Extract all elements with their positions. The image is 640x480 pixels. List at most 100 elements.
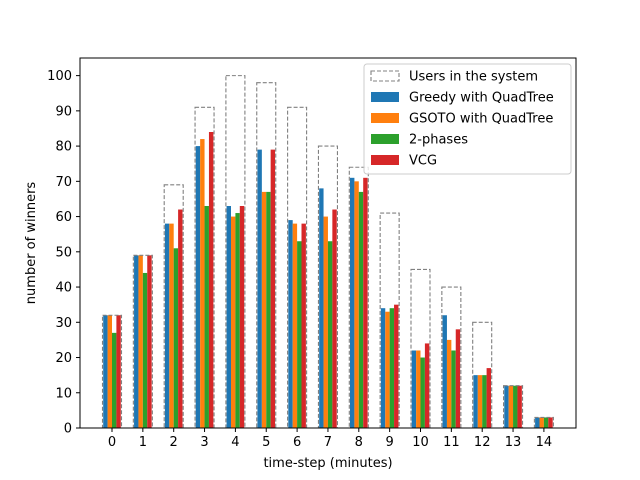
bar-greedy-with-quadtree-6: [288, 220, 293, 428]
bar-gsoto-with-quadtree-13: [508, 385, 514, 428]
bar-vcg-4: [239, 206, 245, 428]
bar-vcg-11: [455, 329, 461, 428]
y-axis-label: number of winners: [24, 182, 39, 305]
bar-gsoto-with-quadtree-8: [354, 181, 359, 428]
x-tick-label-5: 5: [262, 435, 270, 450]
bar-gsoto-with-quadtree-2: [169, 223, 174, 428]
y-tick-label-100: 100: [47, 69, 72, 84]
legend-label-gsoto-with-quadtree: GSOTO with QuadTree: [409, 112, 553, 127]
bar-greedy-with-quadtree-5: [257, 149, 262, 428]
legend-swatch-gsoto-with-quadtree: [371, 113, 399, 123]
bar-greedy-with-quadtree-11: [442, 315, 447, 428]
bar-gsoto-with-quadtree-4: [231, 216, 236, 428]
y-tick-label-10: 10: [55, 386, 72, 401]
legend-box: [363, 63, 572, 175]
x-axis-label: time-step (minutes): [263, 456, 392, 471]
bar-2-phases-10: [420, 357, 425, 428]
bar-gsoto-with-quadtree-5: [261, 191, 267, 428]
bar-2-phases-0: [112, 332, 117, 428]
bar-users-in-the-system-7: [317, 145, 339, 429]
bar-2-phases-13: [513, 385, 518, 428]
x-tick-label-2: 2: [170, 435, 178, 450]
bar-greedy-with-quadtree-0: [103, 315, 108, 428]
bar-gsoto-with-quadtree-10: [416, 350, 421, 428]
x-tick-label-1: 1: [139, 435, 147, 450]
bar-2-phases-5: [266, 191, 271, 428]
bar-2-phases-14: [543, 417, 549, 428]
bar-gsoto-with-quadtree-3: [200, 139, 205, 429]
bar-greedy-with-quadtree-4: [226, 206, 231, 428]
bar-greedy-with-quadtree-8: [350, 177, 355, 428]
legend-swatch-2-phases: [371, 134, 399, 144]
bar-vcg-3: [208, 132, 214, 428]
y-tick-label-30: 30: [55, 316, 72, 331]
bar-2-phases-6: [297, 241, 302, 428]
y-tick-label-20: 20: [55, 351, 72, 366]
y-tick-label-40: 40: [55, 281, 72, 296]
x-tick-label-12: 12: [474, 435, 491, 450]
bar-vcg-0: [116, 315, 121, 428]
bar-2-phases-8: [358, 191, 364, 428]
legend-swatch-greedy-with-quadtree: [371, 92, 399, 102]
bar-vcg-5: [270, 149, 276, 428]
y-tick-label-80: 80: [55, 140, 72, 155]
bar-users-in-the-system-13: [502, 385, 524, 429]
x-tick-label-4: 4: [231, 435, 239, 450]
y-tick-label-90: 90: [55, 104, 72, 119]
x-tick-label-3: 3: [200, 435, 208, 450]
bar-vcg-13: [517, 385, 522, 428]
bar-greedy-with-quadtree-12: [473, 375, 478, 428]
x-tick-label-9: 9: [386, 435, 394, 450]
y-tick-label-50: 50: [55, 245, 72, 260]
bar-2-phases-11: [451, 350, 456, 428]
x-tick-label-11: 11: [443, 435, 460, 450]
bar-2-phases-9: [389, 308, 395, 428]
x-tick-label-8: 8: [355, 435, 363, 450]
bar-vcg-7: [332, 209, 337, 428]
bar-greedy-with-quadtree-9: [380, 308, 386, 428]
axes: 0 1 2 3 4 5 6 7 8 9 10 11 12 13 1401020304050607080901…: [47, 69, 552, 450]
bar-gsoto-with-quadtree-1: [138, 255, 143, 428]
x-tick-label-10: 10: [412, 435, 429, 450]
y-tick-label-0: 0: [64, 422, 72, 437]
bar-greedy-with-quadtree-2: [164, 223, 170, 428]
legend-label-2-phases: 2-phases: [409, 133, 468, 148]
legend-label-vcg: VCG: [409, 154, 437, 169]
bar-gsoto-with-quadtree-11: [446, 339, 452, 428]
x-tick-label-13: 13: [505, 435, 522, 450]
x-tick-label-14: 14: [536, 435, 553, 450]
bar-vcg-6: [301, 223, 306, 428]
bar-greedy-with-quadtree-14: [535, 417, 540, 428]
x-tick-label-6: 6: [293, 435, 301, 450]
legend-label-users-in-the-system: Users in the system: [409, 70, 538, 85]
bar-2-phases-1: [142, 272, 148, 428]
bar-vcg-9: [394, 304, 399, 428]
x-tick-label-7: 7: [324, 435, 332, 450]
y-tick-label-60: 60: [55, 210, 72, 225]
bar-2-phases-3: [204, 206, 209, 428]
bar-greedy-with-quadtree-10: [411, 350, 417, 428]
bar-gsoto-with-quadtree-14: [539, 417, 544, 428]
bar-gsoto-with-quadtree-9: [385, 311, 390, 428]
bar-2-phases-7: [327, 241, 333, 428]
x-tick-label-0: 0: [108, 435, 116, 450]
bar-2-phases-2: [173, 248, 179, 428]
plot-area: [101, 75, 554, 429]
legend-label-greedy-with-quadtree: Greedy with QuadTree: [409, 91, 554, 106]
bar-2-phases-12: [482, 375, 487, 428]
bar-2-phases-4: [235, 213, 240, 428]
bar-vcg-2: [178, 209, 183, 428]
legend: Users in the system Greedy with QuadTree G…: [363, 63, 572, 175]
bar-vcg-1: [147, 255, 152, 428]
bar-greedy-with-quadtree-7: [319, 188, 324, 428]
legend-swatch-users-in-the-system: [370, 70, 400, 82]
legend-swatch-vcg: [371, 155, 399, 165]
bar-greedy-with-quadtree-1: [134, 255, 139, 428]
bar-vcg-12: [486, 368, 491, 428]
bar-greedy-with-quadtree-3: [195, 146, 201, 428]
bar-vcg-10: [424, 343, 430, 428]
y-tick-label-70: 70: [55, 175, 72, 190]
bar-gsoto-with-quadtree-12: [477, 375, 483, 428]
bar-greedy-with-quadtree-13: [504, 385, 509, 428]
